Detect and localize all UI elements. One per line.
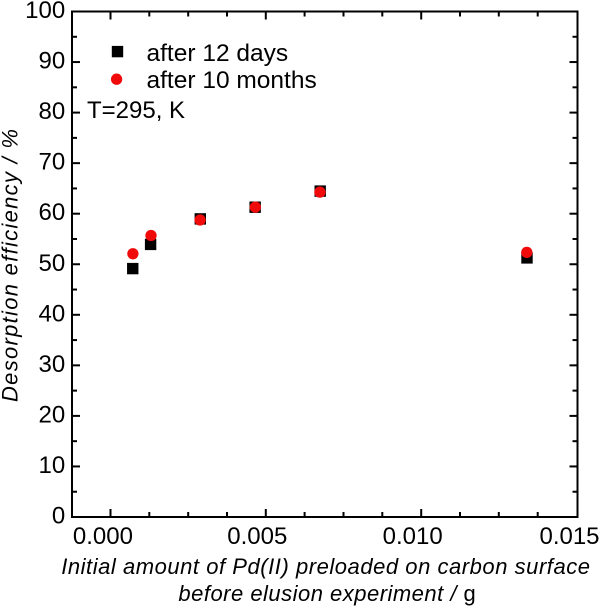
svg-text:70: 70 [38,149,65,176]
svg-text:30: 30 [38,351,65,378]
svg-text:60: 60 [38,199,65,226]
svg-text:0.000: 0.000 [73,523,133,550]
svg-text:0: 0 [52,503,65,530]
svg-text:Desorption efficiency / %: Desorption efficiency / % [0,129,23,402]
svg-text:after 12 days: after 12 days [147,40,289,67]
svg-text:10: 10 [38,452,65,479]
svg-text:after 10 months: after 10 months [147,67,317,94]
svg-text:90: 90 [38,48,65,75]
svg-text:40: 40 [38,300,65,327]
svg-text:0.005: 0.005 [227,523,287,550]
svg-text:Initial amount of Pd(II) prelo: Initial amount of Pd(II) preloaded on ca… [61,554,590,579]
svg-text:0.010: 0.010 [383,523,443,550]
svg-text:T=295, K: T=295, K [87,97,185,124]
svg-text:before elusion experiment / g: before elusion experiment / g [178,581,475,606]
svg-text:0.015: 0.015 [539,523,599,550]
svg-text:100: 100 [25,0,65,24]
svg-text:50: 50 [38,250,65,277]
svg-text:20: 20 [38,401,65,428]
svg-text:80: 80 [38,98,65,125]
